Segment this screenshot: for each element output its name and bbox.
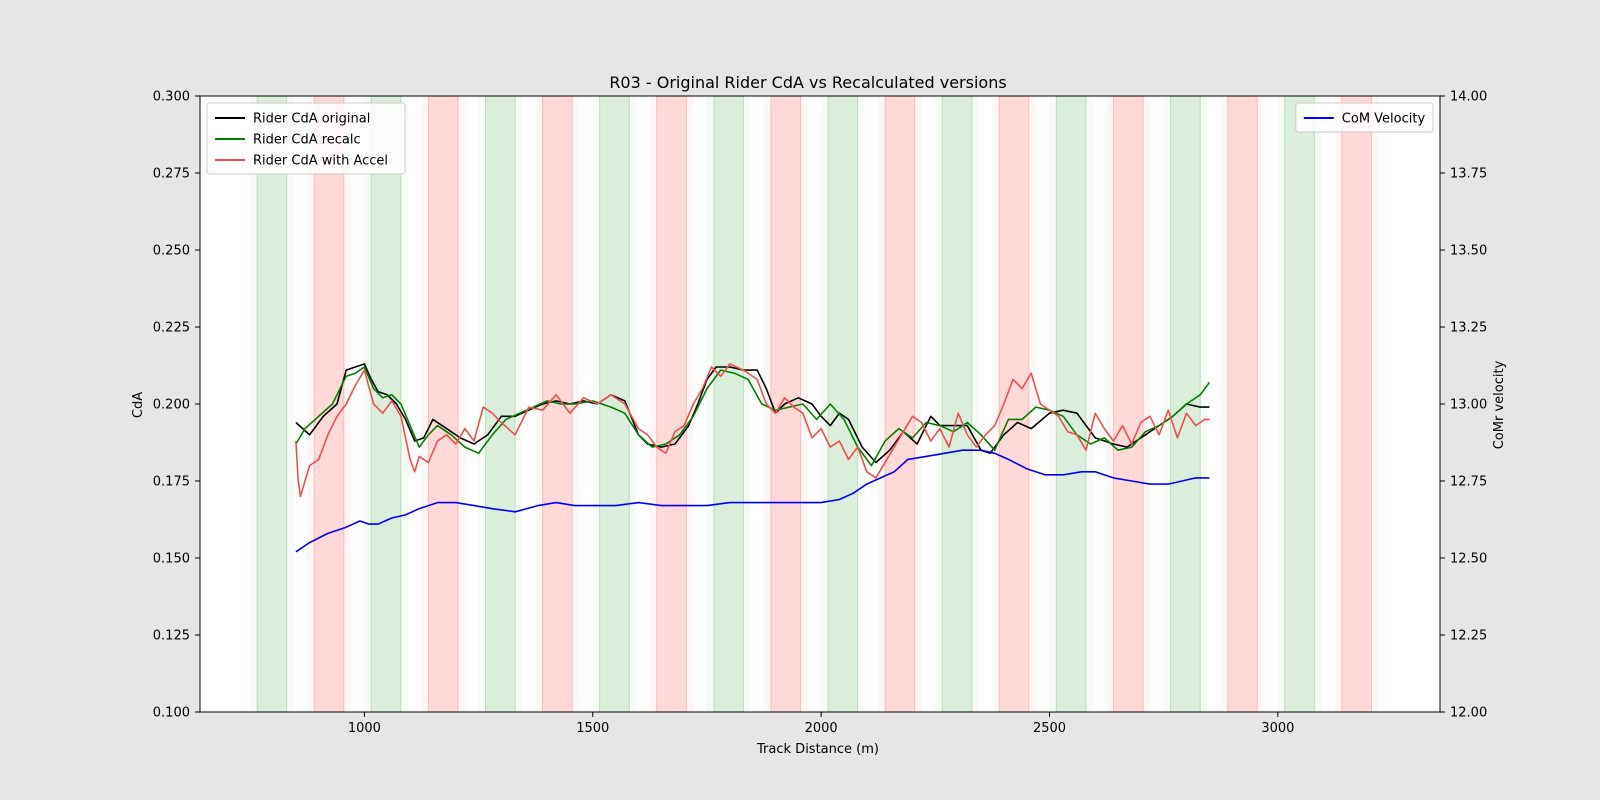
shaded-band-green (713, 95, 744, 713)
y-tick-label: 0.300 (153, 90, 190, 105)
x-tick-label: 3000 (1261, 721, 1294, 736)
series-line-2 (295, 363, 1210, 498)
y2-tick-label: 12.25 (1450, 629, 1487, 644)
series-line-0 (295, 363, 1210, 464)
y-tick-label: 0.175 (153, 475, 190, 490)
y-axis-ticks: 0.100 0.125 0.150 0.175 0.200 0.225 0.250 0.275… (153, 90, 200, 721)
y-tick-label: 0.125 (153, 629, 190, 644)
legend-label: Rider CdA original (253, 112, 370, 127)
plot-area (200, 96, 1440, 712)
x-axis-label: Track Distance (m) (756, 742, 879, 757)
legend-label: CoM Velocity (1342, 112, 1426, 127)
y-tick-label: 0.100 (153, 706, 190, 721)
legend-label: Rider CdA with Accel (253, 154, 388, 169)
y2-tick-label: 13.50 (1450, 244, 1487, 259)
series-lines (295, 363, 1211, 553)
series-line-3 (295, 449, 1210, 553)
y2-axis-label: CoMr velocity (1492, 360, 1507, 449)
y2-tick-label: 13.75 (1450, 167, 1487, 182)
shaded-band-red (656, 95, 687, 713)
shaded-band-green (484, 95, 516, 713)
y2-axis-ticks: 12.00 12.25 12.50 12.75 13.00 13.25 13.50 13.75… (1440, 90, 1487, 721)
shaded-band-green (941, 95, 973, 713)
legend-left: Rider CdA original Rider CdA recalc Rider … (206, 102, 406, 175)
y-tick-label: 0.150 (153, 552, 190, 567)
shaded-band-green (827, 95, 859, 713)
shaded-band-red (427, 95, 459, 713)
legend-box (206, 102, 406, 175)
y-axis-label: CdA (131, 392, 146, 418)
shaded-band-green (1055, 95, 1087, 713)
y2-tick-label: 12.75 (1450, 475, 1487, 490)
x-tick-label: 1000 (348, 721, 381, 736)
shaded-band-red (884, 95, 916, 713)
shaded-band-red (313, 95, 345, 713)
x-tick-label: 2000 (805, 721, 838, 736)
shaded-band-red (1341, 95, 1372, 713)
legend-box (1295, 102, 1434, 133)
y2-tick-label: 13.00 (1450, 398, 1487, 413)
y2-tick-label: 12.00 (1450, 706, 1487, 721)
legend-right: CoM Velocity (1295, 102, 1434, 133)
shaded-band-red (1227, 95, 1258, 713)
y-tick-label: 0.275 (153, 167, 190, 182)
chart-title: R03 - Original Rider CdA vs Recalculated… (609, 73, 1006, 92)
y2-tick-label: 13.25 (1450, 321, 1487, 336)
shaded-band-green (256, 95, 288, 713)
shaded-band-green (1284, 95, 1315, 713)
x-tick-label: 2500 (1033, 721, 1066, 736)
y2-tick-label: 12.50 (1450, 552, 1487, 567)
shaded-band-red (1112, 95, 1144, 713)
y2-tick-label: 14.00 (1450, 90, 1487, 105)
y-tick-label: 0.250 (153, 244, 190, 259)
legend-label: Rider CdA recalc (253, 133, 361, 148)
series-line-1 (295, 366, 1211, 467)
y-tick-label: 0.200 (153, 398, 190, 413)
y-tick-label: 0.225 (153, 321, 190, 336)
x-tick-label: 1500 (576, 721, 609, 736)
x-axis-ticks: 1000 1500 2000 2500 3000 (348, 712, 1294, 736)
